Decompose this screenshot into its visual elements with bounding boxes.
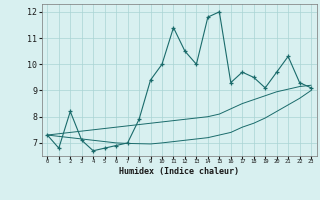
X-axis label: Humidex (Indice chaleur): Humidex (Indice chaleur): [119, 167, 239, 176]
